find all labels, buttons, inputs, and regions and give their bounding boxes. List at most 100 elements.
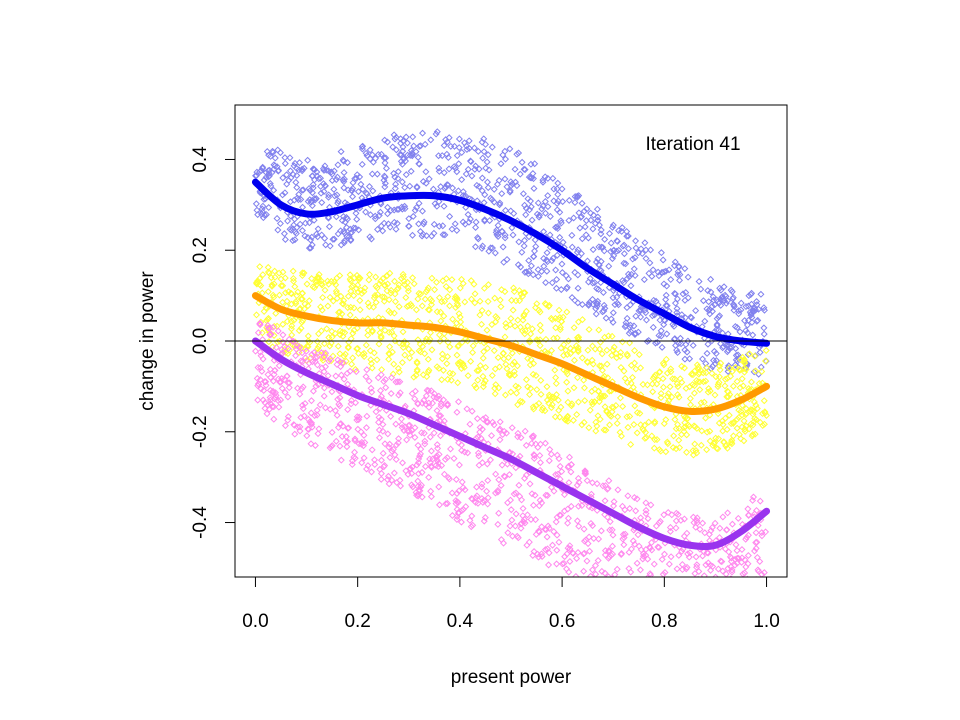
scatter-point bbox=[427, 329, 435, 337]
scatter-point bbox=[565, 453, 573, 461]
scatter-point bbox=[274, 226, 282, 234]
scatter-point bbox=[524, 383, 532, 391]
scatter-point bbox=[597, 392, 605, 400]
scatter-point bbox=[398, 359, 406, 367]
scatter-point bbox=[266, 180, 274, 188]
scatter-point bbox=[656, 604, 662, 610]
scatter-point bbox=[620, 541, 628, 549]
scatter-point bbox=[431, 390, 439, 398]
scatter-point bbox=[542, 335, 550, 343]
scatter-point bbox=[737, 595, 743, 601]
scatter-point bbox=[388, 374, 396, 382]
scatter-point bbox=[553, 199, 561, 207]
scatter-point bbox=[264, 401, 272, 409]
scatter-point bbox=[428, 297, 436, 305]
scatter-point bbox=[294, 384, 302, 392]
scatter-point bbox=[438, 152, 446, 160]
scatter-point bbox=[548, 393, 556, 401]
scatter-point bbox=[298, 295, 306, 303]
scatter-point bbox=[435, 152, 443, 160]
scatter-point bbox=[556, 462, 564, 470]
scatter-point bbox=[678, 378, 686, 386]
scatter-point bbox=[606, 421, 614, 429]
scatter-point bbox=[322, 241, 330, 249]
scatter-point bbox=[436, 501, 444, 509]
scatter-point bbox=[384, 476, 392, 484]
scatter-point bbox=[391, 290, 399, 298]
scatter-point bbox=[692, 606, 698, 612]
scatter-point bbox=[360, 431, 368, 439]
scatter-point bbox=[647, 501, 655, 509]
scatter-point bbox=[295, 327, 303, 335]
scatter-point bbox=[380, 297, 388, 305]
scatter-point bbox=[737, 299, 745, 307]
scatter-point bbox=[348, 360, 356, 368]
scatter-point bbox=[257, 385, 265, 393]
scatter-point bbox=[516, 492, 524, 500]
scatter-point bbox=[334, 424, 342, 432]
scatter-point bbox=[556, 323, 564, 331]
scatter-point bbox=[751, 352, 759, 360]
scatter-point bbox=[324, 372, 332, 380]
scatter-point bbox=[506, 145, 514, 153]
scatter-point bbox=[637, 313, 645, 321]
scatter-point bbox=[312, 195, 320, 203]
scatter-point bbox=[438, 376, 446, 384]
scatter-point bbox=[510, 284, 518, 292]
scatter-point bbox=[513, 532, 521, 540]
scatter-point bbox=[627, 282, 635, 290]
scatter-point bbox=[601, 551, 609, 559]
scatter-point bbox=[477, 320, 486, 328]
scatter-point bbox=[313, 273, 321, 282]
scatter-point bbox=[362, 373, 370, 381]
scatter-point bbox=[433, 202, 441, 210]
scatter-point bbox=[704, 549, 712, 557]
scatter-point bbox=[601, 235, 609, 243]
scatter-point bbox=[750, 305, 758, 313]
x-tick-label: 0.6 bbox=[549, 611, 575, 632]
scatter-point bbox=[391, 135, 399, 143]
scatter-point bbox=[594, 556, 602, 565]
scatter-point bbox=[333, 274, 341, 282]
scatter-point bbox=[325, 280, 333, 288]
scatter-point bbox=[461, 486, 469, 494]
scatter-point bbox=[700, 604, 706, 610]
scatter-point bbox=[509, 532, 517, 540]
scatter-point bbox=[290, 316, 298, 324]
scatter-point bbox=[386, 350, 394, 358]
scatter-point bbox=[756, 557, 764, 565]
scatter-point bbox=[697, 366, 705, 374]
scatter-point bbox=[362, 189, 370, 197]
scatter-point bbox=[308, 358, 316, 366]
scatter-point bbox=[484, 281, 492, 289]
scatter-point bbox=[599, 482, 607, 490]
scatter-point bbox=[699, 552, 707, 560]
scatter-point bbox=[293, 171, 301, 179]
scatter-point bbox=[404, 151, 412, 159]
scatter-point bbox=[303, 280, 311, 288]
scatter-point bbox=[666, 586, 672, 592]
scatter-point bbox=[673, 305, 681, 313]
scatter-point bbox=[642, 316, 650, 324]
scatter-point bbox=[570, 324, 578, 332]
scatter-point bbox=[322, 363, 330, 371]
scatter-point bbox=[358, 145, 366, 153]
scatter-point bbox=[496, 436, 504, 444]
scatter-point bbox=[735, 413, 743, 421]
scatter-point bbox=[418, 207, 426, 215]
scatter-point bbox=[513, 362, 521, 370]
scatter-point bbox=[554, 179, 562, 187]
scatter-point bbox=[620, 259, 628, 267]
scatter-point bbox=[418, 302, 426, 310]
scatter-point bbox=[474, 376, 482, 384]
scatter-point bbox=[710, 586, 716, 592]
scatter-point bbox=[387, 286, 395, 294]
scatter-point bbox=[361, 438, 369, 447]
scatter-point bbox=[676, 276, 684, 284]
scatter-point bbox=[603, 485, 611, 493]
scatter-point bbox=[268, 147, 276, 155]
scatter-point bbox=[647, 571, 655, 577]
scatter-point bbox=[696, 386, 704, 394]
scatter-point bbox=[379, 227, 387, 235]
scatter-point bbox=[651, 418, 659, 426]
